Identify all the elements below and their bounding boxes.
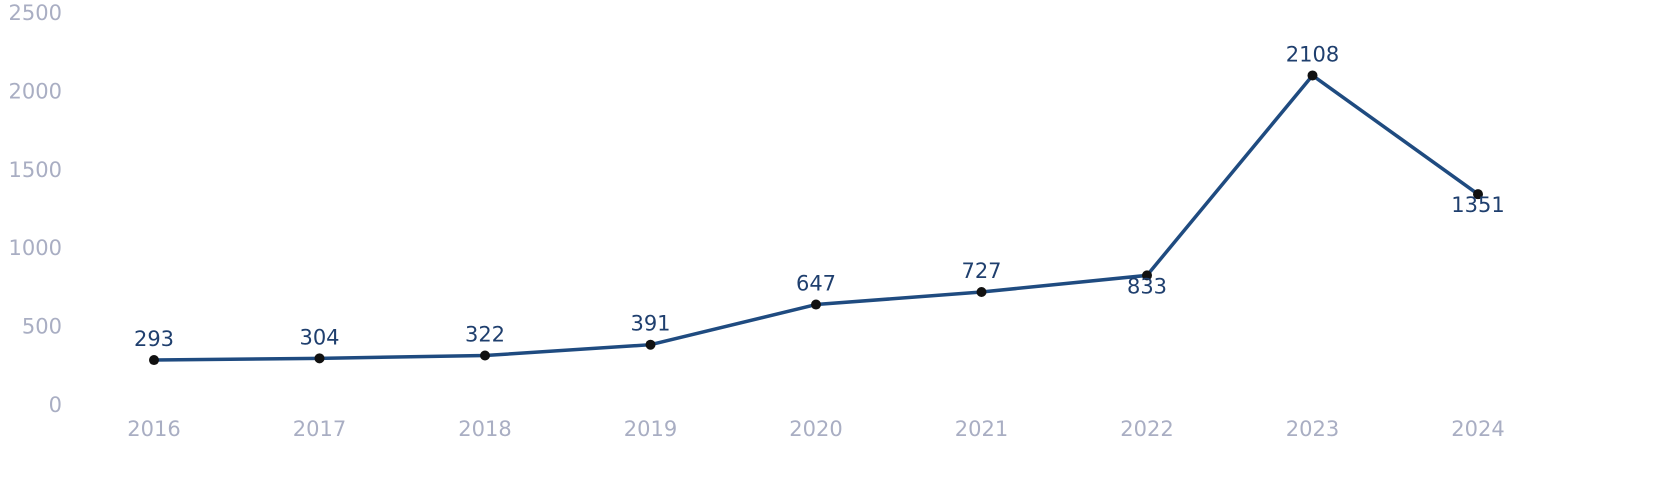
value-label: 1351 bbox=[1451, 193, 1504, 217]
point bbox=[976, 287, 987, 298]
value-label: 322 bbox=[465, 323, 505, 347]
line bbox=[153, 73, 1480, 362]
value-label: 304 bbox=[299, 325, 339, 349]
point bbox=[1473, 189, 1483, 200]
x-tick-label: 2019 bbox=[624, 417, 677, 441]
y-tick-label: 2500 bbox=[9, 1, 62, 25]
x-tick-label: 2024 bbox=[1451, 417, 1504, 441]
point bbox=[645, 339, 656, 350]
point bbox=[1307, 70, 1318, 81]
y-tick-label: 500 bbox=[22, 315, 62, 339]
point bbox=[314, 353, 325, 364]
y-tick-label: 2000 bbox=[9, 79, 62, 103]
value-label: 2108 bbox=[1286, 42, 1339, 66]
x-tick-label: 2017 bbox=[293, 417, 346, 441]
value-label: 293 bbox=[134, 327, 174, 351]
point bbox=[1142, 270, 1152, 281]
x-tick-label: 2020 bbox=[789, 417, 842, 441]
value-label: 391 bbox=[630, 312, 670, 336]
x-tick-label: 2023 bbox=[1286, 417, 1339, 441]
x-tick-label: 2018 bbox=[458, 417, 511, 441]
y-tick-label: 0 bbox=[49, 393, 62, 417]
point bbox=[811, 299, 821, 310]
value-label: 647 bbox=[796, 272, 836, 296]
point bbox=[480, 350, 490, 361]
x-tick-label: 2021 bbox=[955, 417, 1008, 441]
value-label: 833 bbox=[1127, 274, 1167, 298]
x-tick-label: 2016 bbox=[127, 417, 180, 441]
value-label: 727 bbox=[961, 259, 1001, 283]
y-tick-label: 1500 bbox=[9, 158, 62, 182]
point bbox=[149, 355, 159, 366]
y-tick-label: 1000 bbox=[9, 236, 62, 260]
x-tick-label: 2022 bbox=[1120, 417, 1173, 441]
